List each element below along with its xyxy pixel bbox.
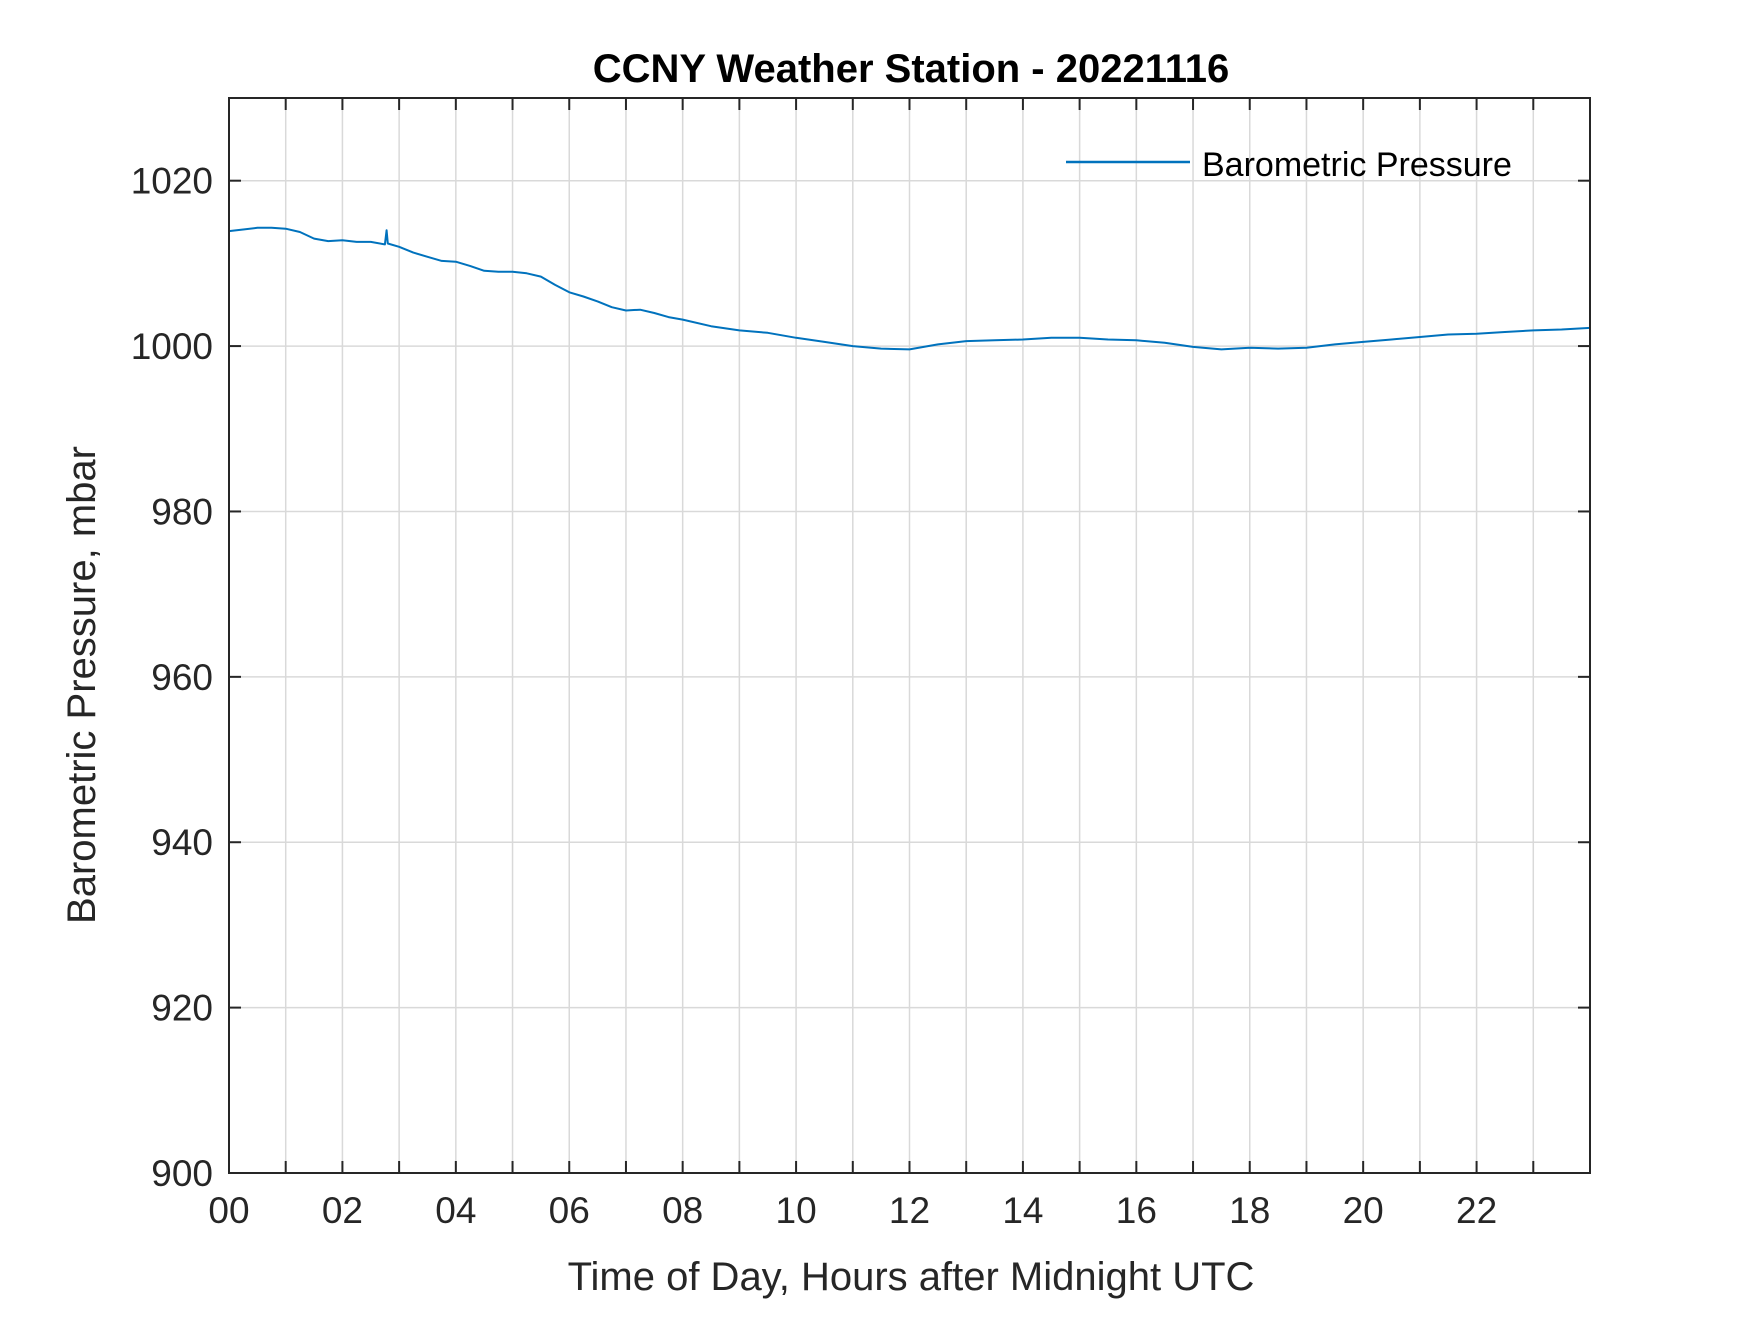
legend: Barometric Pressure	[1066, 146, 1512, 184]
x-tick-label: 04	[435, 1190, 476, 1231]
legend-label-barometric-pressure: Barometric Pressure	[1202, 146, 1512, 184]
y-axis-label: Barometric Pressure, mbar	[60, 446, 104, 924]
y-tick-label: 920	[151, 988, 213, 1029]
x-tick-label: 12	[889, 1190, 930, 1231]
x-tick-label: 08	[662, 1190, 703, 1231]
x-tick-label: 22	[1456, 1190, 1497, 1231]
axes-frame	[228, 97, 1591, 1174]
x-tick-label: 20	[1343, 1190, 1384, 1231]
y-tick-label: 900	[151, 1153, 213, 1194]
series-line-barometric-pressure	[228, 226, 1591, 351]
y-tick-label: 960	[151, 657, 213, 698]
y-tick-label: 940	[151, 822, 213, 863]
tick-labels: 00 02 04 06 08 10 12 14 16 18 20 22 900 920 940 960 980 1…	[131, 161, 1497, 1231]
x-tick-label: 02	[322, 1190, 363, 1231]
x-tick-label: 18	[1229, 1190, 1270, 1231]
y-tick-label: 1000	[131, 326, 213, 367]
x-tick-label: 00	[208, 1190, 249, 1231]
x-axis-label: Time of Day, Hours after Midnight UTC	[568, 1255, 1255, 1299]
x-tick-label: 06	[549, 1190, 590, 1231]
x-tick-label: 14	[1002, 1190, 1043, 1231]
x-tick-label: 10	[776, 1190, 817, 1231]
chart-title: CCNY Weather Station - 20221116	[593, 47, 1230, 91]
x-tick-label: 16	[1116, 1190, 1157, 1231]
series-layer	[228, 226, 1591, 351]
y-tick-label: 1020	[131, 161, 213, 202]
y-tick-label: 980	[151, 491, 213, 532]
grid-lines	[229, 98, 1590, 1173]
